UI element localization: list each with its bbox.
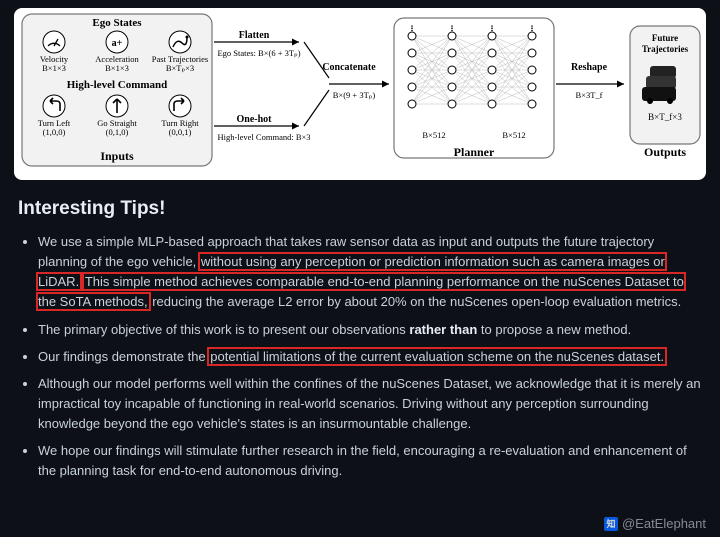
hlc-title: High-level Command bbox=[67, 79, 168, 91]
svg-text:B×512: B×512 bbox=[502, 130, 525, 140]
zhihu-icon: 知 bbox=[604, 517, 618, 531]
svg-text:(0,0,1): (0,0,1) bbox=[169, 127, 192, 137]
acceleration-icon: a+ bbox=[106, 31, 128, 53]
turn-left-icon bbox=[43, 95, 65, 117]
svg-text:B×Tₚ×3: B×Tₚ×3 bbox=[166, 63, 194, 73]
svg-text:B×(9 + 3Tₚ): B×(9 + 3Tₚ) bbox=[333, 90, 376, 100]
svg-text:High-level Command: B×3: High-level Command: B×3 bbox=[217, 132, 310, 142]
svg-text:Concatenate: Concatenate bbox=[322, 62, 376, 73]
svg-text:Reshape: Reshape bbox=[571, 62, 608, 73]
velocity-icon bbox=[43, 31, 65, 53]
diagram-svg: Ego States a+ Velocity B×1×3 Acceleratio… bbox=[14, 8, 706, 180]
list-item: We hope our findings will stimulate furt… bbox=[38, 441, 702, 481]
architecture-diagram: Ego States a+ Velocity B×1×3 Acceleratio… bbox=[14, 8, 706, 180]
svg-text:B×3T_f: B×3T_f bbox=[576, 90, 603, 100]
svg-text:B×T_f×3: B×T_f×3 bbox=[648, 112, 682, 122]
turn-right-icon bbox=[169, 95, 191, 117]
list-item: Our findings demonstrate the potential l… bbox=[38, 347, 702, 367]
tips-list: We use a simple MLP-based approach that … bbox=[38, 232, 702, 482]
svg-text:(0,1,0): (0,1,0) bbox=[106, 127, 129, 137]
ego-states-title: Ego States bbox=[92, 17, 142, 29]
svg-text:Ego States: B×(6 + 3Tₚ): Ego States: B×(6 + 3Tₚ) bbox=[217, 48, 300, 58]
svg-text:B×512: B×512 bbox=[422, 130, 445, 140]
svg-text:Flatten: Flatten bbox=[239, 30, 270, 41]
svg-text:One-hot: One-hot bbox=[237, 114, 273, 125]
inputs-title: Inputs bbox=[100, 149, 134, 163]
past-trajectories-icon bbox=[169, 31, 191, 53]
outputs-title: Outputs bbox=[644, 145, 686, 159]
svg-text:Future: Future bbox=[652, 33, 678, 43]
list-item: We use a simple MLP-based approach that … bbox=[38, 232, 702, 313]
tips-heading: Interesting Tips! bbox=[18, 198, 702, 220]
svg-text:B×1×3: B×1×3 bbox=[105, 63, 129, 73]
go-straight-icon bbox=[106, 95, 128, 117]
svg-text:B×1×3: B×1×3 bbox=[42, 63, 66, 73]
svg-text:Trajectories: Trajectories bbox=[642, 44, 689, 54]
list-item: Although our model performs well within … bbox=[38, 374, 702, 434]
svg-text:(1,0,0): (1,0,0) bbox=[43, 127, 66, 137]
list-item: The primary objective of this work is to… bbox=[38, 320, 702, 340]
highlight: potential limitations of the current eva… bbox=[209, 349, 665, 364]
svg-text:a+: a+ bbox=[112, 38, 123, 49]
planner-title: Planner bbox=[454, 145, 495, 159]
